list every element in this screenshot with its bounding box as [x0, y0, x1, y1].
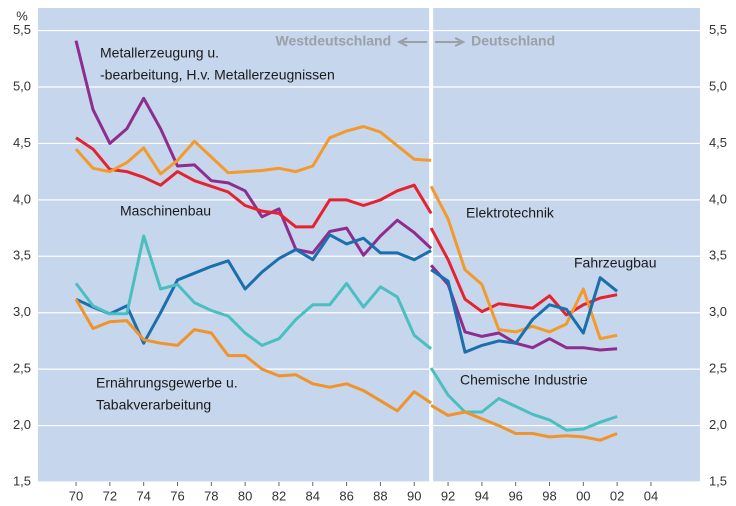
- y-tick-label: 2,0: [13, 417, 31, 432]
- series-label: Ernährungsgewerbe u.: [96, 375, 238, 391]
- series-label: Fahrzeugbau: [574, 255, 657, 271]
- unit-left: %: [16, 8, 28, 23]
- x-tick-label: 02: [610, 488, 624, 503]
- y-tick-label: 2,5: [13, 361, 31, 376]
- y2-tick-label: 3,5: [709, 248, 727, 263]
- arrow-right: [435, 37, 466, 47]
- x-tick-label: 92: [441, 488, 455, 503]
- series-label: Maschinenbau: [120, 203, 211, 219]
- x-tick-label: 88: [373, 488, 387, 503]
- series-label: Elektrotechnik: [466, 205, 555, 221]
- arrow-left: [396, 37, 428, 47]
- series-line: [75, 233, 619, 354]
- series-label: Tabakverarbeitung: [96, 397, 211, 413]
- y2-tick-label: 4,0: [709, 191, 727, 206]
- y2-tick-label: 2,5: [709, 361, 727, 376]
- x-tick-label: 80: [238, 488, 252, 503]
- y-tick-label: 4,0: [13, 191, 31, 206]
- y-tick-label: 4,5: [13, 135, 31, 150]
- series-label: -bearbeitung, H.v. Metallerzeugnissen: [100, 67, 335, 83]
- y2-tick-label: 5,5: [709, 22, 727, 37]
- x-tick-label: 76: [170, 488, 184, 503]
- x-tick-label: 72: [103, 488, 117, 503]
- y-tick-label: 5,0: [13, 78, 31, 93]
- x-tick-label: 04: [644, 488, 658, 503]
- series-line: [74, 298, 618, 442]
- x-tick-label: 70: [69, 488, 83, 503]
- y2-tick-label: 2,0: [709, 417, 727, 432]
- x-tick-label: 94: [475, 488, 489, 503]
- x-tick-label: 90: [407, 488, 421, 503]
- x-tick-label: 78: [204, 488, 218, 503]
- series-line: [75, 136, 618, 317]
- x-tick-label: 00: [576, 488, 590, 503]
- y2-tick-label: 1,5: [709, 473, 727, 488]
- x-tick-label: 74: [136, 488, 150, 503]
- y-tick-label: 3,5: [13, 248, 31, 263]
- x-tick-label: 96: [508, 488, 522, 503]
- series-label: Metallerzeugung u.: [100, 45, 219, 61]
- x-tick-label: 98: [542, 488, 556, 503]
- x-tick-label: 86: [339, 488, 353, 503]
- header-left: Westdeutschland: [275, 33, 391, 49]
- x-tick-label: 84: [306, 488, 320, 503]
- y2-tick-label: 3,0: [709, 304, 727, 319]
- x-tick-label: 82: [272, 488, 286, 503]
- y-tick-label: 1,5: [13, 473, 31, 488]
- y2-tick-label: 5,0: [709, 78, 727, 93]
- y2-tick-label: 4,5: [709, 135, 727, 150]
- header-right: Deutschland: [471, 33, 555, 49]
- y-tick-label: 3,0: [13, 304, 31, 319]
- series-line: [74, 234, 618, 432]
- series-label: Chemische Industrie: [460, 372, 588, 388]
- y-tick-label: 5,5: [13, 22, 31, 37]
